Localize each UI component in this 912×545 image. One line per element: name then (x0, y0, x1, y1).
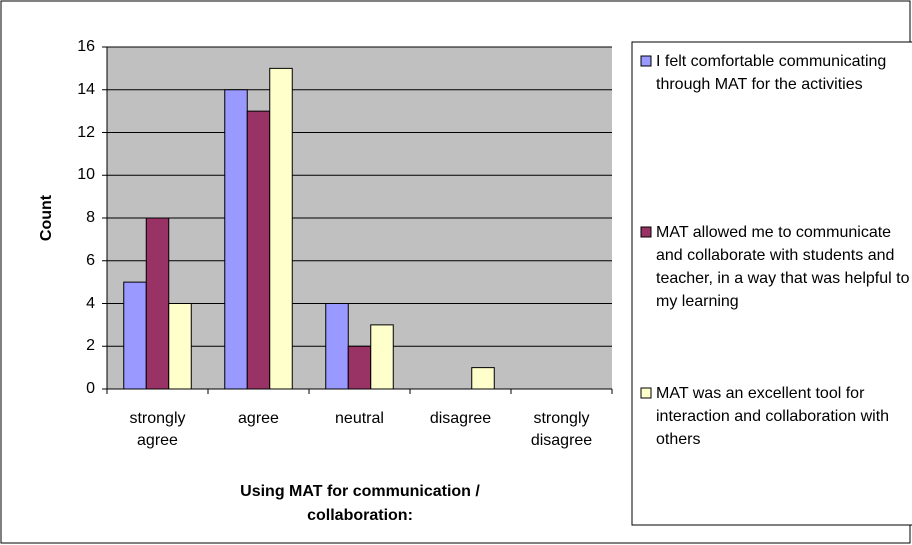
x-tick-label: agree (238, 410, 279, 427)
y-tick-label: 2 (86, 337, 95, 355)
legend-label: MAT was an excellent tool for interactio… (656, 385, 890, 448)
bar (123, 281, 147, 390)
legend-box (631, 41, 912, 526)
x-tick-label: disagree (429, 410, 492, 427)
x-tick-label: neutral (335, 410, 384, 427)
y-tick-label: 4 (86, 294, 95, 312)
legend-label: I felt comfortable communicating through… (656, 53, 887, 93)
bar (246, 110, 271, 390)
legend-swatch (640, 55, 652, 67)
y-tick-label: 10 (77, 166, 95, 184)
y-tick-label: 6 (86, 251, 95, 269)
x-tick-label: strongly agree (129, 410, 186, 449)
y-tick-label: 8 (86, 209, 95, 226)
bar (347, 345, 372, 390)
legend-swatch (640, 226, 652, 238)
bar (370, 324, 394, 390)
bar (269, 67, 293, 390)
legend-swatch (640, 387, 652, 399)
bar (145, 217, 170, 390)
x-tick-label: strongly disagree (530, 410, 593, 449)
y-tick-label: 0 (86, 380, 95, 397)
x-axis-title: Using MAT for communication / collaborat… (240, 483, 480, 524)
y-tick-label: 12 (77, 123, 95, 141)
bar (325, 303, 349, 390)
bar (471, 367, 495, 390)
y-tick-label: 14 (77, 80, 95, 98)
bar (224, 89, 248, 390)
legend-label: MAT allowed me to communicate and collab… (656, 224, 910, 310)
bar (168, 303, 192, 390)
y-tick-label: 16 (77, 38, 95, 55)
